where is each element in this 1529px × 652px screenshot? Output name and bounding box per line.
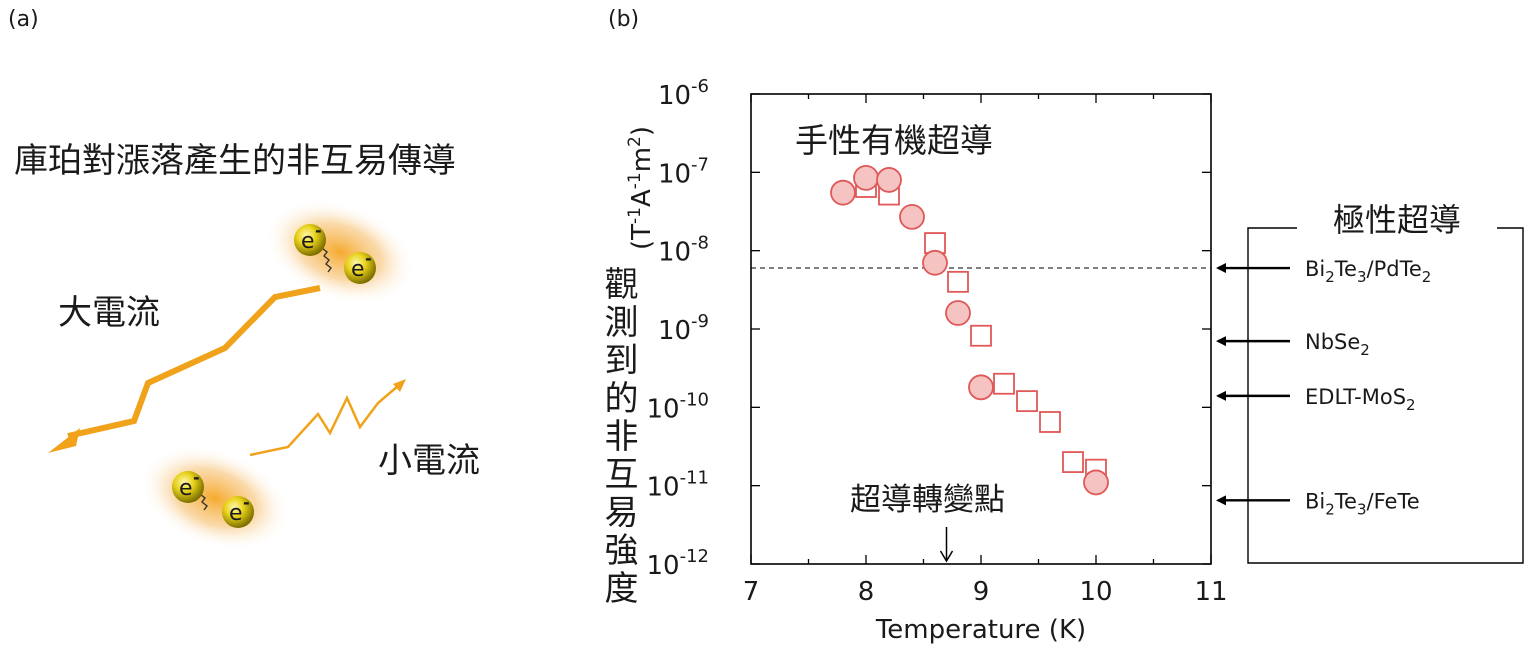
- panel-b: (b) 觀測到的非互易強度 (T-1A-1m2) 7 8 9 10 11 10-1210…: [598, 7, 1524, 645]
- large-current-label: 大電流: [58, 293, 160, 333]
- y-tick-label: 10-9: [658, 311, 709, 346]
- y-tick-label: 10-6: [658, 76, 709, 111]
- svg-text:-: -: [315, 221, 322, 240]
- circle-point: [853, 164, 879, 191]
- svg-text:e: e: [351, 257, 365, 282]
- x-axis-title: Temperature (K): [875, 615, 1086, 645]
- pair-link: [199, 493, 208, 511]
- cooper-pair-lower: e - e -: [139, 445, 291, 551]
- material-label: NbSe2: [1305, 330, 1370, 359]
- y-axis-units: (T-1A-1m2): [625, 126, 657, 250]
- circle-point: [899, 203, 925, 230]
- svg-text:(T-1A-1m2): (T-1A-1m2): [625, 126, 657, 250]
- panel-b-label: (b): [608, 7, 639, 32]
- y-tick-labels: 10-12 10-11 10-10 10-9 10-8 10-7 10-6: [647, 76, 710, 581]
- polar-bracket: [1247, 227, 1524, 564]
- svg-text:e: e: [229, 501, 243, 526]
- cooper-pair-upper: e - e -: [264, 199, 416, 305]
- material-label: EDLT-MoS2: [1305, 385, 1416, 414]
- material-label: Bi2Te3/FeTe: [1305, 489, 1420, 518]
- electron-icon: e -: [172, 468, 204, 503]
- circle-point: [945, 300, 971, 326]
- pair-link: [321, 247, 332, 273]
- y-tick-label: 10-8: [658, 233, 709, 268]
- electron-icon: e -: [222, 493, 254, 528]
- small-current-arrow: [249, 379, 406, 457]
- y-axis-title: 觀測到的非互易強度: [598, 266, 638, 608]
- x-tick-label: 11: [1194, 577, 1227, 607]
- panel-a-title: 庫珀對漲落產生的非互易傳導: [14, 141, 456, 181]
- transition-arrow-head: [939, 550, 954, 563]
- y-tick-label: 10-7: [658, 154, 709, 189]
- square-point: [1062, 451, 1084, 473]
- circle-point: [830, 179, 856, 206]
- material-label: Bi2Te3/PdTe2: [1305, 257, 1431, 286]
- x-tick-label: 10: [1079, 577, 1112, 607]
- square-point: [1016, 390, 1038, 413]
- svg-text:e: e: [179, 476, 193, 501]
- electron-icon: e -: [344, 249, 376, 284]
- glow-halo: [139, 445, 291, 551]
- circle-point: [1083, 469, 1109, 496]
- square-point: [970, 324, 992, 347]
- panel-a: (a) 庫珀對漲落產生的非互易傳導 e - e - e -: [8, 7, 480, 551]
- data-points: [830, 164, 1109, 496]
- transition-arrow: [939, 527, 954, 563]
- small-current-label: 小電流: [378, 441, 480, 481]
- circle-point: [876, 167, 902, 193]
- x-tick-labels: 7 8 9 10 11: [743, 577, 1228, 607]
- y-tick-label: 10-11: [647, 468, 710, 503]
- square-point: [947, 270, 969, 293]
- large-current-arrow: [48, 285, 321, 453]
- axis-ticks: [750, 93, 1212, 565]
- x-tick-label: 7: [743, 577, 760, 607]
- svg-text:-: -: [243, 493, 250, 512]
- polar-superconductors-label: 極性超導: [1333, 201, 1461, 239]
- transition-point-annotation: 超導轉變點: [850, 482, 1005, 518]
- glow-halo: [264, 199, 416, 305]
- chiral-organic-annotation: 手性有機超導: [795, 121, 993, 160]
- y-tick-label: 10-10: [647, 389, 710, 424]
- square-point: [993, 372, 1015, 395]
- material-arrows: Bi2Te3/PdTe2 NbSe2 EDLT-MoS2 Bi2Te3/FeTe: [1216, 257, 1431, 518]
- square-point: [1039, 411, 1061, 433]
- svg-text:-: -: [365, 249, 372, 268]
- electron-icon: e -: [294, 221, 326, 256]
- x-tick-label: 9: [973, 577, 990, 607]
- x-tick-label: 8: [858, 577, 875, 607]
- panel-a-label: (a): [8, 7, 39, 32]
- circle-point: [922, 249, 948, 276]
- circle-point: [968, 374, 994, 401]
- svg-text:-: -: [193, 468, 200, 487]
- svg-text:e: e: [301, 229, 315, 254]
- y-tick-label: 10-12: [647, 546, 710, 581]
